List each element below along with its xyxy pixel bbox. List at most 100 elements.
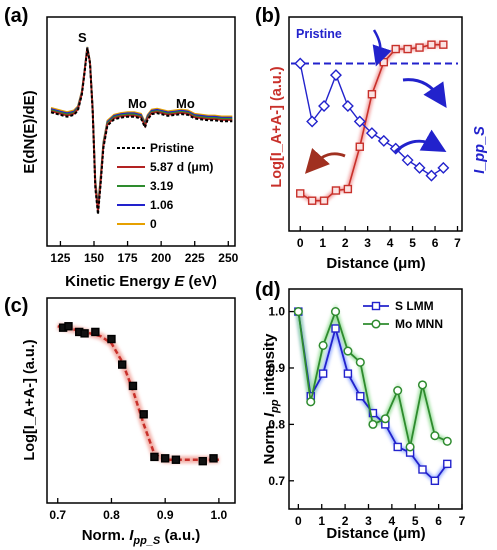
- panel-d-label: (d): [255, 279, 281, 301]
- panel-b-red-point: [319, 196, 329, 205]
- panel-c-fit-curve: [57, 325, 219, 461]
- panel-c-x-label-main: Norm.: [82, 527, 125, 544]
- panel-a-legend-label: 3.19: [150, 179, 174, 193]
- panel-d-point: [355, 357, 365, 367]
- panel-d-legend-label: Mo MNN: [395, 317, 443, 331]
- panel-b-blue-point: [365, 127, 378, 140]
- panel-d-y-label-sym: I: [261, 412, 278, 417]
- panel-b-red-point: [415, 43, 424, 52]
- panel-b-x-tick-label: 5: [409, 236, 416, 250]
- panel-c-x-ticks: 0.7 0.8 0.9 1.0: [49, 498, 228, 522]
- panel-d-point: [368, 419, 378, 429]
- panel-c-x-tick-label: 0.9: [157, 508, 174, 522]
- panel-c-x-tick-label: 0.7: [49, 508, 66, 522]
- panel-d-point: [393, 442, 402, 452]
- panel-b-red-point: [391, 44, 400, 54]
- panel-d-legend: S LMM Mo MNN: [363, 299, 443, 331]
- panel-b-blue-point: [294, 57, 307, 70]
- panel-d-x-label-main: Distance: [326, 525, 389, 542]
- panel-d-y-tick-label: 0.7: [268, 474, 285, 488]
- panel-c-point: [150, 452, 159, 462]
- panel-b-x-tick-label: 4: [387, 236, 394, 250]
- panel-c-x-tick-label: 0.8: [103, 508, 120, 522]
- panel-d-legend-marker: [371, 301, 381, 311]
- panel-b-blue-point: [377, 134, 390, 147]
- panel-c-point: [160, 454, 170, 463]
- panel-b-right-arrow-lower: [393, 129, 447, 154]
- panel-b-series: [294, 40, 450, 205]
- panel-d: (d) 0 1 2 3 4 5 6 7 0.7 0.8 0.9 1.0 S LMM Mo MNN Nor…: [255, 279, 466, 542]
- panel-c-point: [209, 454, 218, 463]
- panel-d-x-tick-label: 1: [318, 514, 325, 528]
- panel-d-frame: [288, 288, 463, 510]
- panel-a-series-5.87: [50, 47, 233, 213]
- panel-d-point: [318, 340, 328, 350]
- panel-b-red-point: [367, 90, 377, 99]
- panel-a-legend-label: 0: [150, 217, 157, 231]
- panel-d-point: [356, 391, 365, 401]
- panel-b-red-point: [343, 184, 353, 194]
- panel-a-series-1.06: [50, 47, 233, 208]
- panel-d-point: [430, 431, 440, 441]
- panel-d-x-tick-label: 3: [365, 514, 372, 528]
- panel-d-x-tick-label: 6: [435, 514, 442, 528]
- panel-d-x-label: Distance (μm): [326, 525, 425, 542]
- panel-d-point: [417, 380, 428, 390]
- panel-c-x-tick-label: 1.0: [211, 508, 228, 522]
- panel-b-red-point: [403, 44, 412, 54]
- panel-b-x-tick-label: 7: [454, 236, 461, 250]
- panel-b-label: (b): [255, 5, 281, 27]
- panel-d-x-tick-label: 7: [459, 514, 466, 528]
- panel-d-y-tick-label: 0.8: [268, 417, 285, 431]
- panel-b-x-tick-label: 2: [342, 236, 349, 250]
- panel-d-point: [343, 369, 353, 378]
- panel-c-point: [117, 360, 127, 369]
- panel-b-red-point: [331, 186, 341, 195]
- panel-c-x-label: Norm. Ipp_S (a.u.): [82, 527, 201, 547]
- panel-a-label: (a): [4, 5, 28, 27]
- panel-a-x-tick-label: 200: [151, 251, 171, 265]
- panel-a-series-Pristine: [50, 48, 233, 215]
- panel-d-point: [343, 346, 353, 356]
- panel-b-x-label-unit: (μm): [393, 255, 426, 272]
- panel-b-blue-point: [341, 100, 354, 113]
- panel-c-x-label-sub: pp_S: [132, 535, 161, 547]
- panel-d-x-tick-label: 2: [342, 514, 349, 528]
- panel-d-y-label-main: Norm.: [261, 421, 278, 464]
- panel-b-x-tick-label: 3: [364, 236, 371, 250]
- panel-a-legend-label: 1.06: [150, 198, 174, 212]
- panel-b-blue-point: [437, 161, 450, 174]
- panel-d-series: [293, 303, 452, 485]
- panel-b-frame: [288, 16, 463, 232]
- panel-c-point: [128, 381, 138, 391]
- panel-a: (a) 125 150 175 200 225 250 S Mo Mo Pristine 5…: [4, 5, 239, 290]
- panel-b-pristine-label: Pristine: [296, 27, 342, 41]
- panel-a-legend-label: 5.87 d (μm): [150, 160, 213, 174]
- panel-c-x-label-sym: I: [129, 527, 134, 544]
- panel-d-point: [393, 385, 403, 396]
- panel-a-x-label-sym: E: [174, 273, 185, 290]
- panel-d-legend-label: S LMM: [395, 299, 434, 313]
- panel-d-point: [442, 436, 452, 446]
- panel-a-x-tick-label: 225: [185, 251, 205, 265]
- panel-a-peak-mo1: Mo: [128, 96, 147, 111]
- panel-d-point: [405, 442, 415, 452]
- panel-d-point: [306, 397, 316, 407]
- panel-b: (b) 0 1 2 3 4 5 6 7 Pristine Log[I_A+A-] (a.u.)…: [255, 5, 488, 272]
- panel-c-x-label-unit: (a.u.): [164, 527, 200, 544]
- panel-a-series-0: [50, 46, 233, 206]
- panel-a-x-tick-label: 150: [84, 251, 104, 265]
- panel-d-point: [430, 476, 440, 485]
- panel-b-x-label-main: Distance: [326, 255, 389, 272]
- panel-a-legend-label: Pristine: [150, 141, 194, 155]
- panel-b-blue-point: [413, 161, 426, 174]
- panel-a-legend-unit: d (μm): [173, 160, 213, 174]
- panel-c-point: [171, 455, 181, 464]
- panel-c-point: [91, 327, 100, 337]
- panel-a-y-label: E(dN(E)/dE): [21, 90, 38, 173]
- panel-b-red-point: [355, 142, 364, 151]
- panel-d-point: [293, 307, 303, 317]
- panel-a-peak-mo2: Mo: [176, 96, 195, 111]
- panel-b-y-label-left: Log[I_A+A-] (a.u.): [269, 66, 285, 187]
- panel-d-y-label: Norm. Ipp intensity: [261, 333, 281, 465]
